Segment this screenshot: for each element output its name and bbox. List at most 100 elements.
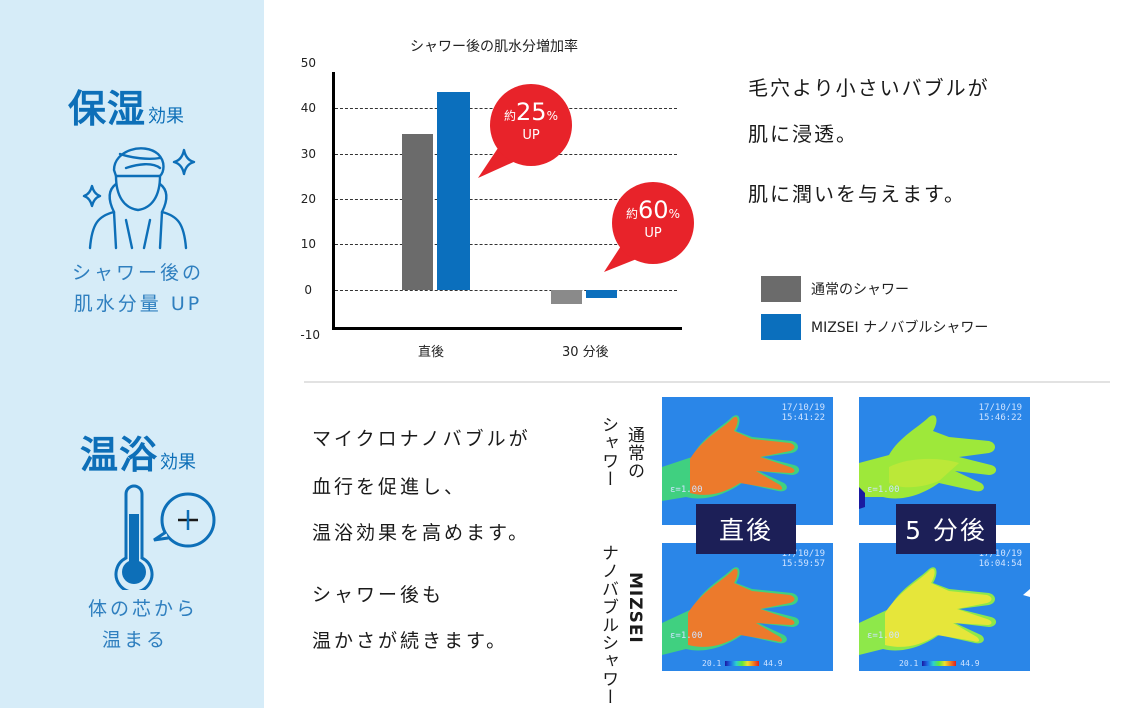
row-label-normal-b: シャワー <box>598 416 618 488</box>
moisture-text-line1: 毛穴より小さいバブルが <box>748 76 990 100</box>
scale-max: 44.9 <box>960 659 980 668</box>
bubble-up: UP <box>522 128 540 143</box>
y-axis <box>332 72 335 330</box>
moisture-caption-line1: シャワー後の <box>71 262 204 284</box>
y-tick-40: 40 <box>300 101 316 115</box>
sidebar: 保湿 効果 シャワー後の 肌水分量 UP 温浴 効果 体の芯から 温まる <box>0 0 264 708</box>
thermal-date: 17/10/19 <box>781 403 825 413</box>
warm-text-line3: 温浴効果を高めます。 <box>312 522 531 544</box>
legend-swatch-normal <box>761 276 801 302</box>
thermometer-plus-icon <box>114 484 216 590</box>
thermal-scale: 20.1 44.9 <box>899 659 980 668</box>
thermal-timestamp: 17/10/19 16:04:54 <box>979 549 1022 569</box>
moisture-text-line3: 肌に潤いを与えます。 <box>748 182 966 206</box>
warm-text-line4: シャワー後も <box>312 584 445 606</box>
thermal-date: 17/10/19 <box>781 549 825 559</box>
thermal-image-normal-immediate: 17/10/19 15:41:22 ε=1.00 <box>662 397 833 525</box>
y-tick-0: 0 <box>304 283 312 297</box>
hand-heatmap <box>662 415 800 501</box>
warm-text-line5: 温かさが続きます。 <box>312 630 509 652</box>
thermal-image-mizsei-5min: 17/10/19 16:04:54 ε=1.00 20.1 44.9 <box>859 543 1030 671</box>
warm-caption-line1: 体の芯から <box>88 598 199 620</box>
warm-caption-line2: 温まる <box>102 629 169 651</box>
scale-gradient <box>725 661 760 666</box>
bar-mizsei-30min <box>586 290 617 298</box>
hand-heatmap <box>859 415 997 509</box>
thermal-time: 15:41:22 <box>781 413 825 423</box>
thermal-image-normal-5min: 17/10/19 15:46:22 ε=1.00 <box>859 397 1030 525</box>
y-tick-10: 10 <box>300 237 316 251</box>
bubble-text-main: 約25% <box>490 98 572 126</box>
row-label-normal-a: 通常の <box>624 426 644 480</box>
warm-title-small: 効果 <box>160 452 197 473</box>
tag-immediate: 直後 <box>696 504 796 554</box>
x-axis <box>332 327 682 330</box>
x-label-30min: 30 分後 <box>562 345 609 360</box>
moisture-title-small: 効果 <box>148 106 185 127</box>
gridline-20 <box>335 199 677 200</box>
moisture-caption: シャワー後の 肌水分量 UP <box>68 258 208 320</box>
warm-text-line1: マイクロナノバブルが <box>312 428 531 450</box>
gridline-10 <box>335 244 677 245</box>
warm-text-line2: 血行を促進し、 <box>312 476 467 498</box>
bar-normal-immediate <box>402 134 433 290</box>
scale-min: 20.1 <box>702 659 722 668</box>
row-label-mizsei-a: MIZSEI <box>625 572 645 644</box>
thermal-timestamp: 17/10/19 15:59:57 <box>782 549 825 569</box>
thermal-scale: 20.1 44.9 <box>702 659 783 668</box>
y-tick-50: 50 <box>300 56 316 70</box>
bubble-circle <box>612 182 694 264</box>
bar-mizsei-immediate <box>437 92 470 290</box>
thermal-time: 15:46:22 <box>978 413 1022 423</box>
bubble-text-main: 約60% <box>612 196 694 224</box>
bubble-circle <box>490 84 572 166</box>
gridline-0 <box>335 290 677 291</box>
moisture-title-big: 保湿 <box>68 87 147 131</box>
x-label-immediate: 直後 <box>418 345 445 360</box>
bubble-unit: % <box>546 109 558 123</box>
warm-caption: 体の芯から 温まる <box>88 594 198 656</box>
bubble-value: 25 <box>516 98 547 126</box>
thermal-time: 16:04:54 <box>978 559 1022 569</box>
bubble-value: 60 <box>638 196 669 224</box>
moisture-effect-title: 保湿 効果 <box>68 78 184 133</box>
legend-item-normal: 通常のシャワー <box>761 276 909 302</box>
thermal-emissivity: ε=1.00 <box>670 631 703 641</box>
thermal-image-mizsei-immediate: 17/10/19 15:59:57 ε=1.00 20.1 44.9 <box>662 543 833 671</box>
moisture-text-line2: 肌に浸透。 <box>748 122 858 146</box>
woman-towel-sparkle-icon <box>82 147 196 250</box>
thermal-timestamp: 17/10/19 15:41:22 <box>782 403 825 423</box>
thermal-date: 17/10/19 <box>978 549 1022 559</box>
thermal-timestamp: 17/10/19 15:46:22 <box>979 403 1022 423</box>
section-divider <box>304 381 1110 383</box>
moisture-caption-line2: 肌水分量 UP <box>73 293 203 315</box>
thermal-emissivity: ε=1.00 <box>867 631 900 641</box>
warm-bath-effect-title: 温浴 効果 <box>80 424 196 479</box>
tag-5min: 5 分後 <box>896 504 996 554</box>
legend-label-normal: 通常のシャワー <box>811 282 909 298</box>
scale-gradient <box>922 661 957 666</box>
annotation-bubble-60: 約60% UP <box>604 182 704 282</box>
scale-max: 44.9 <box>763 659 783 668</box>
thermal-time: 15:59:57 <box>781 559 825 569</box>
warm-title-big: 温浴 <box>80 433 159 477</box>
chart-title: シャワー後の肌水分増加率 <box>410 39 578 55</box>
thermal-emissivity: ε=1.00 <box>670 485 703 495</box>
legend-label-mizsei: MIZSEI ナノバブルシャワー <box>811 320 989 336</box>
thermal-emissivity: ε=1.00 <box>867 485 900 495</box>
y-tick-20: 20 <box>300 192 316 206</box>
hand-heatmap <box>859 567 1030 655</box>
bubble-up: UP <box>644 226 662 241</box>
scale-min: 20.1 <box>899 659 919 668</box>
legend-swatch-mizsei <box>761 314 801 340</box>
bar-normal-30min <box>551 290 582 304</box>
thermal-date: 17/10/19 <box>978 403 1022 413</box>
bubble-unit: % <box>668 207 680 221</box>
y-tick-neg10: -10 <box>300 328 320 342</box>
annotation-bubble-25: 約25% UP <box>478 84 578 184</box>
y-tick-30: 30 <box>300 147 316 161</box>
bubble-prefix: 約 <box>504 109 517 123</box>
legend-item-mizsei: MIZSEI ナノバブルシャワー <box>761 314 988 340</box>
bubble-prefix: 約 <box>626 207 639 221</box>
row-label-mizsei-b: ナノバブルシャワー <box>598 544 618 706</box>
